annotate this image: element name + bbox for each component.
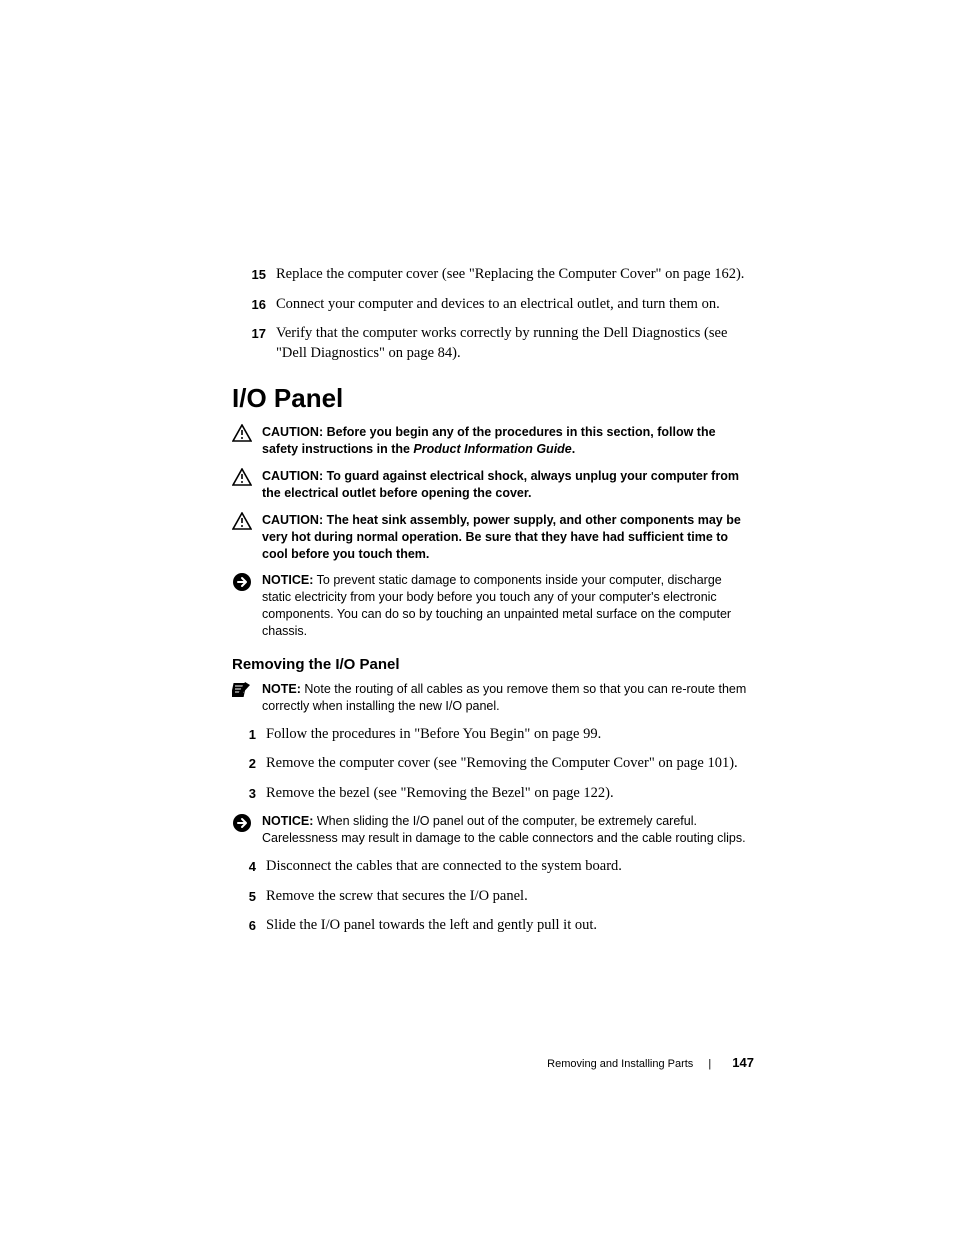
footer-divider: | <box>708 1058 711 1070</box>
footer-page-number: 147 <box>732 1055 754 1070</box>
page-footer: Removing and Installing Parts | 147 <box>547 1055 754 1070</box>
caution-body: The heat sink assembly, power supply, an… <box>262 513 741 561</box>
step-text: Connect your computer and devices to an … <box>276 295 754 315</box>
steps-a-list: 1 Follow the procedures in "Before You B… <box>232 725 754 804</box>
step-item: 15 Replace the computer cover (see "Repl… <box>232 265 754 285</box>
step-text: Remove the bezel (see "Removing the Beze… <box>266 784 754 804</box>
step-item: 17 Verify that the computer works correc… <box>232 324 754 363</box>
notice-callout: NOTICE: When sliding the I/O panel out o… <box>232 813 754 847</box>
note-text: NOTE: Note the routing of all cables as … <box>254 681 754 715</box>
step-text: Remove the screw that secures the I/O pa… <box>266 887 754 907</box>
notice-body: To prevent static damage to components i… <box>262 573 731 638</box>
caution-icon <box>232 468 254 486</box>
caution-icon <box>232 424 254 442</box>
footer-section-name: Removing and Installing Parts <box>547 1058 693 1070</box>
caution-label: CAUTION: <box>262 469 323 483</box>
step-item: 16 Connect your computer and devices to … <box>232 295 754 315</box>
section-heading: I/O Panel <box>232 383 754 414</box>
caution-text: CAUTION: To guard against electrical sho… <box>254 468 754 502</box>
document-page: 15 Replace the computer cover (see "Repl… <box>0 0 954 936</box>
step-number: 6 <box>232 916 266 933</box>
step-number: 3 <box>232 784 266 801</box>
note-label: NOTE: <box>262 682 301 696</box>
step-text: Follow the procedures in "Before You Beg… <box>266 725 754 745</box>
notice-label: NOTICE: <box>262 573 313 587</box>
notice-icon <box>232 572 254 592</box>
step-number: 17 <box>232 324 276 341</box>
caution-body-italic: Product Information Guide <box>413 442 571 456</box>
note-body: Note the routing of all cables as you re… <box>262 682 746 713</box>
notice-callout: NOTICE: To prevent static damage to comp… <box>232 572 754 640</box>
note-icon <box>232 681 254 699</box>
caution-body-post: . <box>572 442 575 456</box>
caution-label: CAUTION: <box>262 425 323 439</box>
step-number: 2 <box>232 754 266 771</box>
step-number: 1 <box>232 725 266 742</box>
step-text: Slide the I/O panel towards the left and… <box>266 916 754 936</box>
notice-label: NOTICE: <box>262 814 313 828</box>
caution-callout: CAUTION: The heat sink assembly, power s… <box>232 512 754 563</box>
notice-text: NOTICE: To prevent static damage to comp… <box>254 572 754 640</box>
caution-callout: CAUTION: To guard against electrical sho… <box>232 468 754 502</box>
caution-text: CAUTION: The heat sink assembly, power s… <box>254 512 754 563</box>
step-item: 1 Follow the procedures in "Before You B… <box>232 725 754 745</box>
steps-b-list: 4 Disconnect the cables that are connect… <box>232 857 754 936</box>
notice-body: When sliding the I/O panel out of the co… <box>262 814 746 845</box>
step-text: Remove the computer cover (see "Removing… <box>266 754 754 774</box>
steps-top-list: 15 Replace the computer cover (see "Repl… <box>232 265 754 363</box>
notice-text: NOTICE: When sliding the I/O panel out o… <box>254 813 754 847</box>
step-text: Verify that the computer works correctly… <box>276 324 754 363</box>
subsection-heading: Removing the I/O Panel <box>232 656 754 673</box>
step-item: 2 Remove the computer cover (see "Removi… <box>232 754 754 774</box>
notice-icon <box>232 813 254 833</box>
caution-body: To guard against electrical shock, alway… <box>262 469 739 500</box>
step-text: Replace the computer cover (see "Replaci… <box>276 265 754 285</box>
step-number: 15 <box>232 265 276 282</box>
step-number: 4 <box>232 857 266 874</box>
step-number: 16 <box>232 295 276 312</box>
step-item: 6 Slide the I/O panel towards the left a… <box>232 916 754 936</box>
step-item: 3 Remove the bezel (see "Removing the Be… <box>232 784 754 804</box>
step-number: 5 <box>232 887 266 904</box>
step-item: 4 Disconnect the cables that are connect… <box>232 857 754 877</box>
caution-callout: CAUTION: Before you begin any of the pro… <box>232 424 754 458</box>
step-text: Disconnect the cables that are connected… <box>266 857 754 877</box>
caution-text: CAUTION: Before you begin any of the pro… <box>254 424 754 458</box>
step-item: 5 Remove the screw that secures the I/O … <box>232 887 754 907</box>
caution-icon <box>232 512 254 530</box>
note-callout: NOTE: Note the routing of all cables as … <box>232 681 754 715</box>
caution-label: CAUTION: <box>262 513 323 527</box>
